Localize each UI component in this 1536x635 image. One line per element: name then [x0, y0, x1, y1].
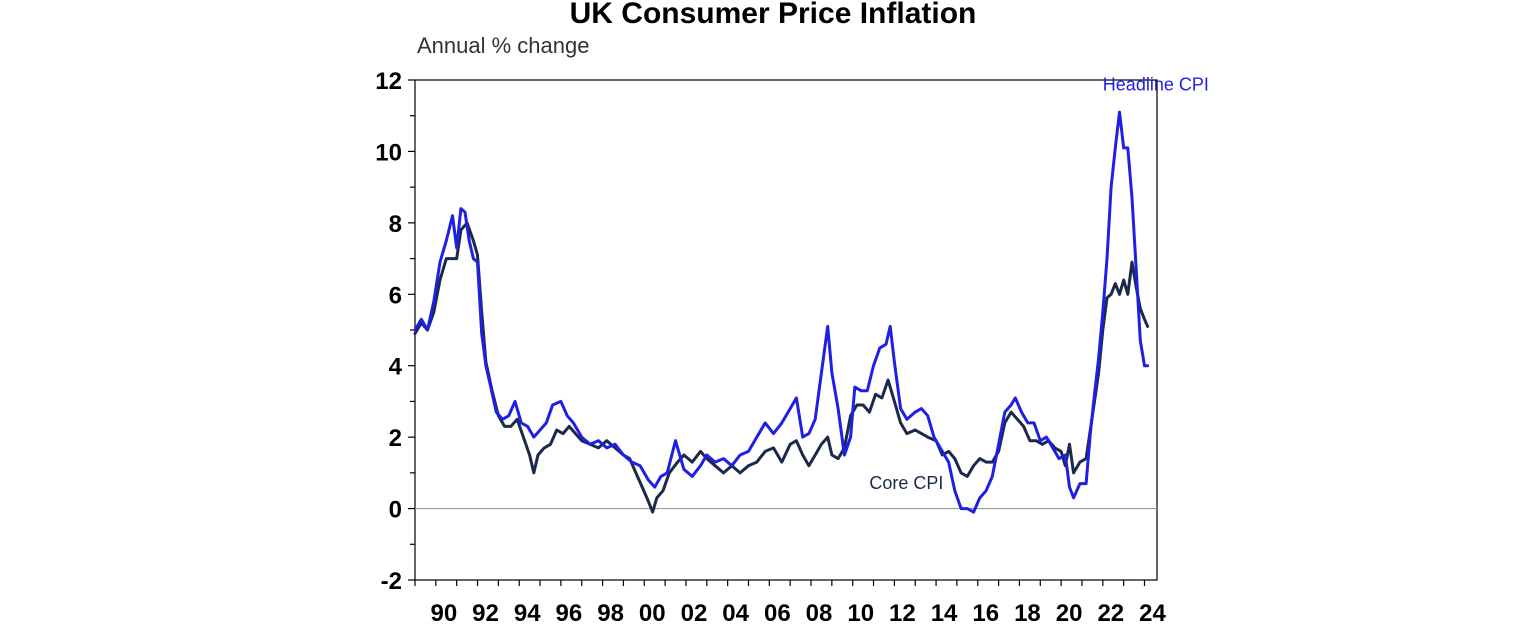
x-tick-label: 06: [764, 600, 791, 627]
series-line-headline-cpi: [413, 110, 1150, 514]
y-tick-label: 4: [389, 354, 403, 381]
annotation-core-cpi: Core CPI: [869, 473, 943, 493]
x-tick-label: 14: [931, 600, 958, 627]
x-tick-label: 22: [1097, 600, 1124, 627]
x-tick-label: 18: [1014, 600, 1041, 627]
y-tick-label: -2: [381, 568, 402, 595]
x-tick-label: 94: [514, 600, 541, 627]
plot-frame: [414, 79, 1158, 581]
chart-title: UK Consumer Price Inflation: [570, 0, 977, 30]
x-tick-label: 96: [556, 600, 583, 627]
y-tick-label: 8: [389, 211, 402, 238]
x-tick-label: 12: [889, 600, 916, 627]
series-line-core-cpi: [413, 221, 1150, 514]
annotation-headline-cpi: Headline CPI: [1103, 75, 1209, 95]
x-tick-label: 98: [597, 600, 624, 627]
y-tick-label: 6: [389, 282, 402, 309]
y-tick-label: 2: [389, 425, 402, 452]
x-tick-label: 20: [1056, 600, 1083, 627]
x-tick-label: 04: [722, 600, 749, 627]
x-tick-label: 10: [847, 600, 874, 627]
x-tick-label: 00: [639, 600, 666, 627]
series-layer: [413, 110, 1150, 514]
x-tick-label: 08: [806, 600, 833, 627]
annotation-layer: Headline CPI Core CPI: [869, 75, 1209, 493]
y-axis: -2 0 2 4 6 8 10 12: [375, 68, 415, 595]
x-tick-label: 90: [430, 600, 457, 627]
x-tick-label: 92: [472, 600, 499, 627]
x-tick-label: 02: [681, 600, 708, 627]
y-tick-label: 10: [375, 139, 402, 166]
y-tick-label: 12: [375, 68, 402, 95]
x-axis: 90 92 94 96 98 00 02 04 06 08 10 12 14 16 18 20 22 24: [414, 580, 1166, 627]
y-tick-label: 0: [389, 497, 402, 524]
x-tick-label: 16: [972, 600, 999, 627]
y-axis-label: Annual % change: [417, 33, 589, 58]
x-tick-label: 24: [1139, 600, 1166, 627]
